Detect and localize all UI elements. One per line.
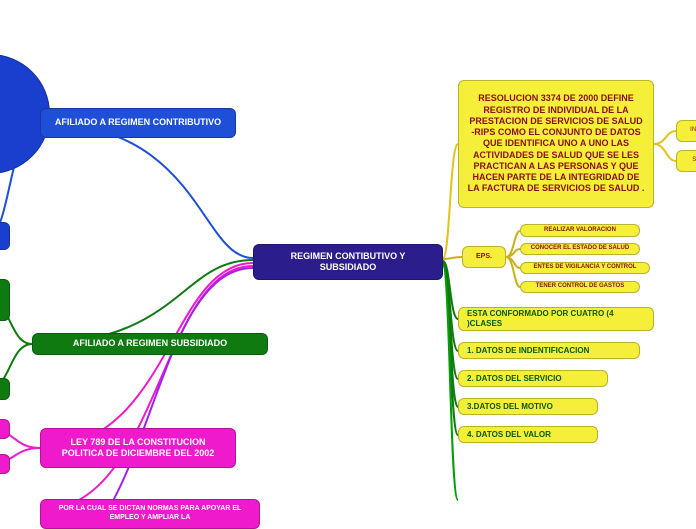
resolucion-node: RESOLUCION 3374 DE 2000 DEFINE REGISTRO … xyxy=(458,80,654,208)
green-node-2: 2. DATOS DEL SERVICIO xyxy=(458,370,608,387)
afiliado-contributivo-node: AFILIADO A REGIMEN CONTRIBUTIVO xyxy=(40,108,236,138)
center-node: REGIMEN CONTIBUTIVO Y SUBSIDIADO xyxy=(253,244,443,280)
magenta-chip-2: I LA xyxy=(0,454,10,474)
magenta-bottom-node: POR LA CUAL SE DICTAN NORMAS PARA APOYAR… xyxy=(40,499,260,529)
green-chip-2: RA xyxy=(0,378,10,400)
magenta-chip-1: RAL xyxy=(0,419,10,439)
eps-child-3: TENER CONTROL DE GASTOS xyxy=(520,281,640,293)
resolucion-label: RESOLUCION 3374 DE 2000 DEFINE REGISTRO … xyxy=(467,93,645,194)
resolucion-child-2: SOP ACTI xyxy=(676,150,696,172)
afiliado-contributivo-label: AFILIADO A REGIMEN CONTRIBUTIVO xyxy=(55,117,221,128)
ley-789-label: LEY 789 DE LA CONSTITUCION POLITICA DE D… xyxy=(49,437,227,460)
green-node-3: 3.DATOS DEL MOTIVO xyxy=(458,398,598,415)
eps-child-0: REALIZAR VALORACION xyxy=(520,224,640,237)
eps-node: EPS. xyxy=(462,246,506,268)
afiliado-subsidiado-node: AFILIADO A REGIMEN SUBSIDIADO xyxy=(32,333,268,355)
green-node-4: 4. DATOS DEL VALOR xyxy=(458,426,598,443)
blue-chip-1 xyxy=(0,222,10,250)
afiliado-subsidiado-label: AFILIADO A REGIMEN SUBSIDIADO xyxy=(73,338,227,349)
ley-789-node: LEY 789 DE LA CONSTITUCION POLITICA DE D… xyxy=(40,428,236,468)
green-chip-1: EN EL O xyxy=(0,279,10,321)
eps-child-2: ENTES DE VIGILANCIA Y CONTROL xyxy=(520,262,650,274)
resolucion-child-1: INFO SALU xyxy=(676,120,696,142)
center-label: REGIMEN CONTIBUTIVO Y SUBSIDIADO xyxy=(262,251,434,274)
green-node-0: ESTA CONFORMADO POR CUATRO (4 )CLASES xyxy=(458,307,654,331)
eps-child-1: CONOCER EL ESTADO DE SALUD xyxy=(520,243,640,255)
magenta-bottom-label: POR LA CUAL SE DICTAN NORMAS PARA APOYAR… xyxy=(49,505,251,523)
green-node-1: 1. DATOS DE INDENTIFICACION xyxy=(458,342,640,359)
eps-label: EPS. xyxy=(476,253,492,262)
